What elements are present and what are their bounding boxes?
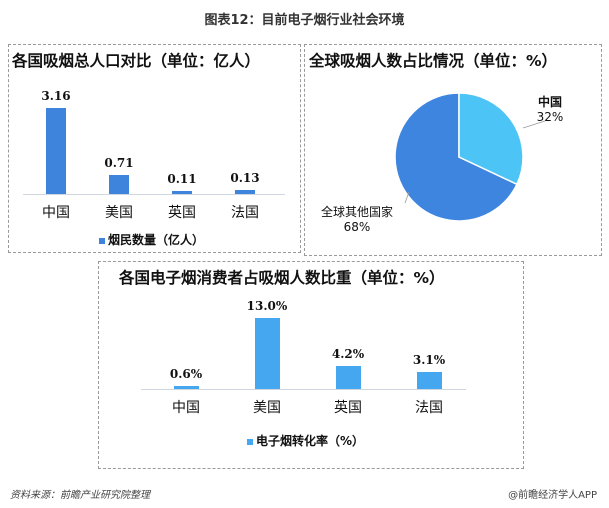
- category-label: 法国: [231, 205, 259, 221]
- category-label: 美国: [253, 400, 281, 416]
- bar: [173, 385, 199, 389]
- chart-legend: 电子烟转化率（%）: [247, 432, 364, 449]
- global-smokers-share-chart: 全球吸烟人数占比情况（单位：%） 中国 32% 全球其他国家 68%: [304, 44, 602, 256]
- value-label: 3.16: [41, 89, 71, 103]
- bar: [235, 190, 255, 194]
- bar: [46, 108, 66, 194]
- value-label: 4.2%: [331, 347, 365, 362]
- value-label: 0.6%: [169, 366, 203, 381]
- pie-label-china: 中国 32%: [530, 95, 570, 125]
- slice-name: 全球其他国家: [320, 205, 393, 219]
- chart-title: 全球吸烟人数占比情况（单位：%）: [309, 52, 558, 70]
- value-label: 13.0%: [246, 299, 288, 313]
- legend-swatch: [247, 438, 253, 445]
- value-label: 3.1%: [412, 353, 446, 368]
- pie-label-other: 全球其他国家 68%: [315, 205, 399, 235]
- credit-note: @前瞻经济学人APP: [508, 490, 597, 501]
- slice-value: 32%: [536, 110, 564, 124]
- legend-label: 烟民数量（亿人）: [108, 233, 205, 247]
- chart-legend: 烟民数量（亿人）: [99, 231, 204, 248]
- smokers-population-chart: 各国吸烟总人口对比（单位：亿人） 烟民数量（亿人） 3.16 中国 0.71 美国 0.…: [8, 44, 301, 253]
- bar: [416, 372, 442, 389]
- bar: [172, 191, 192, 194]
- category-label: 法国: [415, 400, 443, 416]
- value-label: 0.11: [167, 172, 197, 186]
- bar: [254, 318, 280, 389]
- legend-label: 电子烟转化率（%）: [256, 434, 365, 448]
- pie-slice-china: [458, 92, 524, 186]
- value-label: 0.71: [104, 155, 134, 170]
- ecig-ratio-chart: 各国电子烟消费者占吸烟人数比重（单位：%） 电子烟转化率（%） 0.6% 中国 13…: [98, 261, 524, 469]
- category-label: 中国: [172, 400, 200, 416]
- category-label: 美国: [105, 205, 133, 221]
- category-label: 英国: [334, 400, 362, 416]
- pie-slice-other: [394, 92, 518, 222]
- category-label: 中国: [42, 205, 70, 221]
- source-note: 资料来源：前瞻产业研究院整理: [10, 490, 150, 501]
- chart-title: 各国吸烟总人口对比（单位：亿人）: [12, 52, 261, 70]
- slice-value: 68%: [343, 220, 371, 234]
- category-label: 英国: [168, 205, 196, 221]
- legend-swatch: [99, 237, 105, 244]
- chart-title: 各国电子烟消费者占吸烟人数比重（单位：%）: [119, 269, 445, 287]
- figure-title: 图表12：目前电子烟行业社会环境: [204, 13, 405, 28]
- x-axis: [23, 194, 285, 195]
- bar: [335, 366, 361, 389]
- value-label: 0.13: [230, 171, 260, 186]
- slice-name: 中国: [537, 95, 562, 109]
- bar: [109, 174, 129, 194]
- pie-chart: [394, 92, 546, 222]
- x-axis: [141, 389, 466, 390]
